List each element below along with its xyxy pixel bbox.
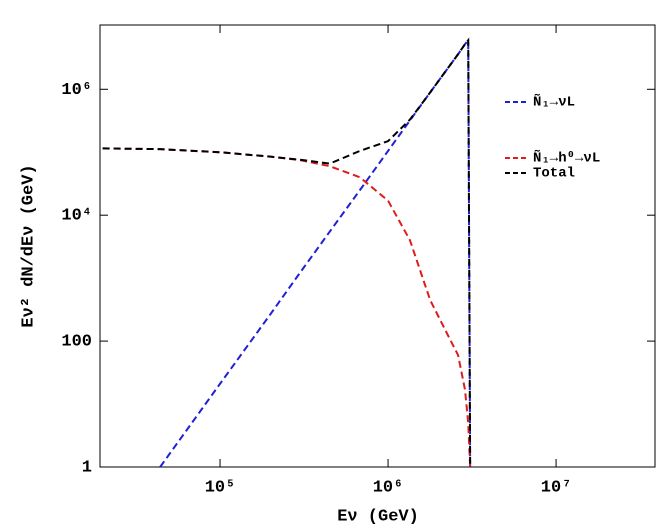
y-tick-label: 10⁶ — [61, 81, 92, 100]
x-axis-label: Eν (GeV) — [337, 507, 419, 526]
series-line — [159, 37, 472, 467]
legend-label: Ñ₁→h⁰→νL — [533, 149, 600, 167]
plot-frame — [99, 24, 656, 468]
y-axis-label: Eν² dN/dEν (GeV) — [19, 164, 38, 327]
x-tick-label: 10⁵ — [205, 478, 236, 497]
plot-lines — [102, 37, 472, 467]
y-tick-label: 1 — [82, 458, 92, 477]
y-tick-label: 10⁴ — [61, 207, 92, 226]
series-line — [102, 37, 472, 467]
legend-label: Total — [533, 166, 575, 182]
x-tick-label: 10⁶ — [373, 478, 404, 497]
y-tick-label: 100 — [61, 333, 92, 352]
legend-label: Ñ₁→νL — [533, 93, 575, 111]
series-line — [102, 147, 472, 467]
x-tick-label: 10⁷ — [541, 478, 572, 497]
